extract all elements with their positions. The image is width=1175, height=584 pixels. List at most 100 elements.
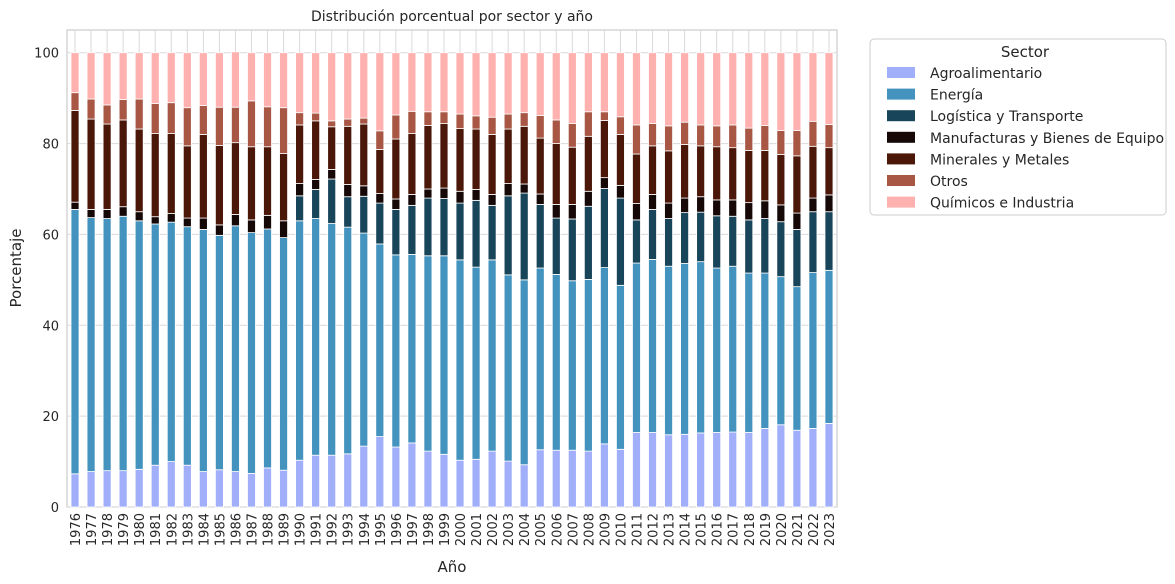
legend-swatch <box>887 131 915 143</box>
bar-segment-otros-1987 <box>247 100 256 148</box>
bar-segment-energ-a-1986 <box>231 225 240 472</box>
bar-segment-manufacturas-y-bienes-de-equipo-1983 <box>182 217 192 228</box>
bar-segment-minerales-y-metales-2004 <box>519 125 529 185</box>
bar-segment-agroalimentario-1978 <box>102 470 112 508</box>
x-tick-label: 1981 <box>149 513 164 546</box>
bar-segment-manufacturas-y-bienes-de-equipo-1999 <box>439 187 449 199</box>
bar-segment-agroalimentario-1995 <box>375 436 385 508</box>
bar-segment-otros-2007 <box>567 123 577 148</box>
legend-frame <box>869 38 1167 216</box>
bar-segment-manufacturas-y-bienes-de-equipo-2001 <box>471 189 481 201</box>
x-tick-label: 1985 <box>213 513 228 546</box>
x-tick-label: 2002 <box>486 513 501 546</box>
bar-segment-energ-a-2016 <box>712 267 722 433</box>
y-tick-label: 40 <box>42 319 59 334</box>
bar-segment-manufacturas-y-bienes-de-equipo-1992 <box>327 169 337 180</box>
bar-segment-otros-1992 <box>327 120 337 128</box>
bar-segment-manufacturas-y-bienes-de-equipo-1993 <box>343 184 353 198</box>
bar-segment-qu-micos-e-industria-2003 <box>503 52 513 115</box>
bars-group <box>70 51 834 508</box>
bar-segment-agroalimentario-2016 <box>712 432 722 508</box>
bar-segment-manufacturas-y-bienes-de-equipo-2021 <box>792 212 802 230</box>
bar-segment-otros-2021 <box>792 129 802 157</box>
bar-segment-qu-micos-e-industria-1989 <box>279 52 288 109</box>
x-tick-label: 2022 <box>807 513 822 546</box>
bar-segment-qu-micos-e-industria-2017 <box>728 52 738 126</box>
bar-segment-qu-micos-e-industria-2000 <box>455 52 465 115</box>
bar-segment-agroalimentario-1977 <box>86 471 96 508</box>
bar-segment-agroalimentario-1985 <box>214 469 224 508</box>
bar-segment-otros-1979 <box>118 99 128 121</box>
bar-segment-agroalimentario-2004 <box>519 464 529 508</box>
bar-segment-qu-micos-e-industria-2011 <box>632 52 641 126</box>
x-tick-label: 1991 <box>310 513 325 546</box>
bar-segment-log-stica-y-transporte-1999 <box>439 198 449 257</box>
bar-segment-minerales-y-metales-2001 <box>471 128 481 190</box>
bar-segment-qu-micos-e-industria-1991 <box>311 52 321 114</box>
bar-segment-otros-2012 <box>648 123 657 147</box>
bar-segment-minerales-y-metales-1996 <box>391 138 401 200</box>
legend-label: Logística y Transporte <box>930 109 1083 125</box>
bar-segment-energ-a-2010 <box>616 284 625 450</box>
bar-segment-energ-a-2002 <box>487 259 497 452</box>
bar-segment-log-stica-y-transporte-2008 <box>583 205 593 280</box>
x-tick-label: 2021 <box>791 513 806 546</box>
bar-segment-energ-a-1981 <box>150 223 160 466</box>
bar-segment-otros-2016 <box>712 125 722 148</box>
bar-segment-log-stica-y-transporte-2006 <box>551 217 561 275</box>
bar-segment-agroalimentario-2015 <box>696 432 706 508</box>
bar-segment-agroalimentario-2003 <box>503 460 513 508</box>
legend-label: Otros <box>930 174 968 190</box>
bar-segment-qu-micos-e-industria-1995 <box>375 52 385 132</box>
x-tick-label: 2017 <box>727 513 742 546</box>
bar-segment-agroalimentario-1984 <box>198 471 208 508</box>
bar-segment-energ-a-2018 <box>744 272 754 433</box>
legend-label: Agroalimentario <box>930 66 1042 82</box>
bar-segment-minerales-y-metales-1982 <box>166 133 176 214</box>
bar-segment-agroalimentario-2020 <box>776 424 786 508</box>
bar-segment-qu-micos-e-industria-1985 <box>214 52 224 108</box>
x-tick-label: 1984 <box>197 513 212 546</box>
bar-segment-minerales-y-metales-1983 <box>182 145 192 219</box>
bar-segment-log-stica-y-transporte-1994 <box>359 195 369 234</box>
bar-segment-agroalimentario-2008 <box>583 450 593 508</box>
bar-segment-otros-2014 <box>680 121 690 145</box>
bar-segment-minerales-y-metales-2022 <box>808 145 818 199</box>
legend-label: Minerales y Metales <box>930 152 1069 168</box>
bar-segment-otros-2003 <box>503 113 513 130</box>
bar-segment-energ-a-2015 <box>696 261 706 434</box>
bar-segment-qu-micos-e-industria-1998 <box>423 52 433 113</box>
x-tick-label: 2008 <box>582 513 597 546</box>
bar-segment-agroalimentario-1983 <box>182 464 192 508</box>
bar-segment-otros-1993 <box>343 118 353 127</box>
legend: Sector Agroalimentario Energía Logística y… <box>869 38 1167 216</box>
bar-segment-qu-micos-e-industria-2019 <box>760 52 770 126</box>
bar-segment-agroalimentario-2005 <box>535 449 545 508</box>
bar-segment-otros-1999 <box>439 111 449 124</box>
bar-segment-energ-a-1996 <box>391 254 401 448</box>
y-tick-label: 20 <box>42 410 59 425</box>
y-tick-label: 100 <box>34 47 59 62</box>
bar-segment-minerales-y-metales-2012 <box>648 145 657 195</box>
bar-segment-agroalimentario-2022 <box>808 428 818 508</box>
x-tick-label: 2011 <box>630 513 645 546</box>
bar-segment-qu-micos-e-industria-2004 <box>519 52 529 114</box>
bar-segment-minerales-y-metales-2008 <box>583 135 593 192</box>
y-tick-label: 80 <box>42 138 59 153</box>
bar-segment-energ-a-2017 <box>728 265 738 433</box>
bar-segment-otros-1990 <box>295 112 305 126</box>
bar-segment-qu-micos-e-industria-1977 <box>86 52 96 100</box>
bar-segment-qu-micos-e-industria-2018 <box>744 52 754 129</box>
bar-segment-manufacturas-y-bienes-de-equipo-2003 <box>503 183 513 197</box>
bar-segment-log-stica-y-transporte-1990 <box>295 195 305 222</box>
bar-segment-otros-1989 <box>279 107 288 154</box>
bar-segment-manufacturas-y-bienes-de-equipo-1991 <box>311 179 321 190</box>
bar-segment-qu-micos-e-industria-1994 <box>359 52 369 119</box>
bar-segment-agroalimentario-2019 <box>760 428 770 508</box>
bar-segment-agroalimentario-2018 <box>744 432 754 508</box>
bar-segment-otros-1982 <box>166 102 176 134</box>
bar-segment-qu-micos-e-industria-2023 <box>824 52 834 125</box>
bar-segment-log-stica-y-transporte-2014 <box>680 212 690 264</box>
bar-segment-energ-a-1994 <box>359 232 369 447</box>
bar-segment-qu-micos-e-industria-2002 <box>487 52 497 118</box>
